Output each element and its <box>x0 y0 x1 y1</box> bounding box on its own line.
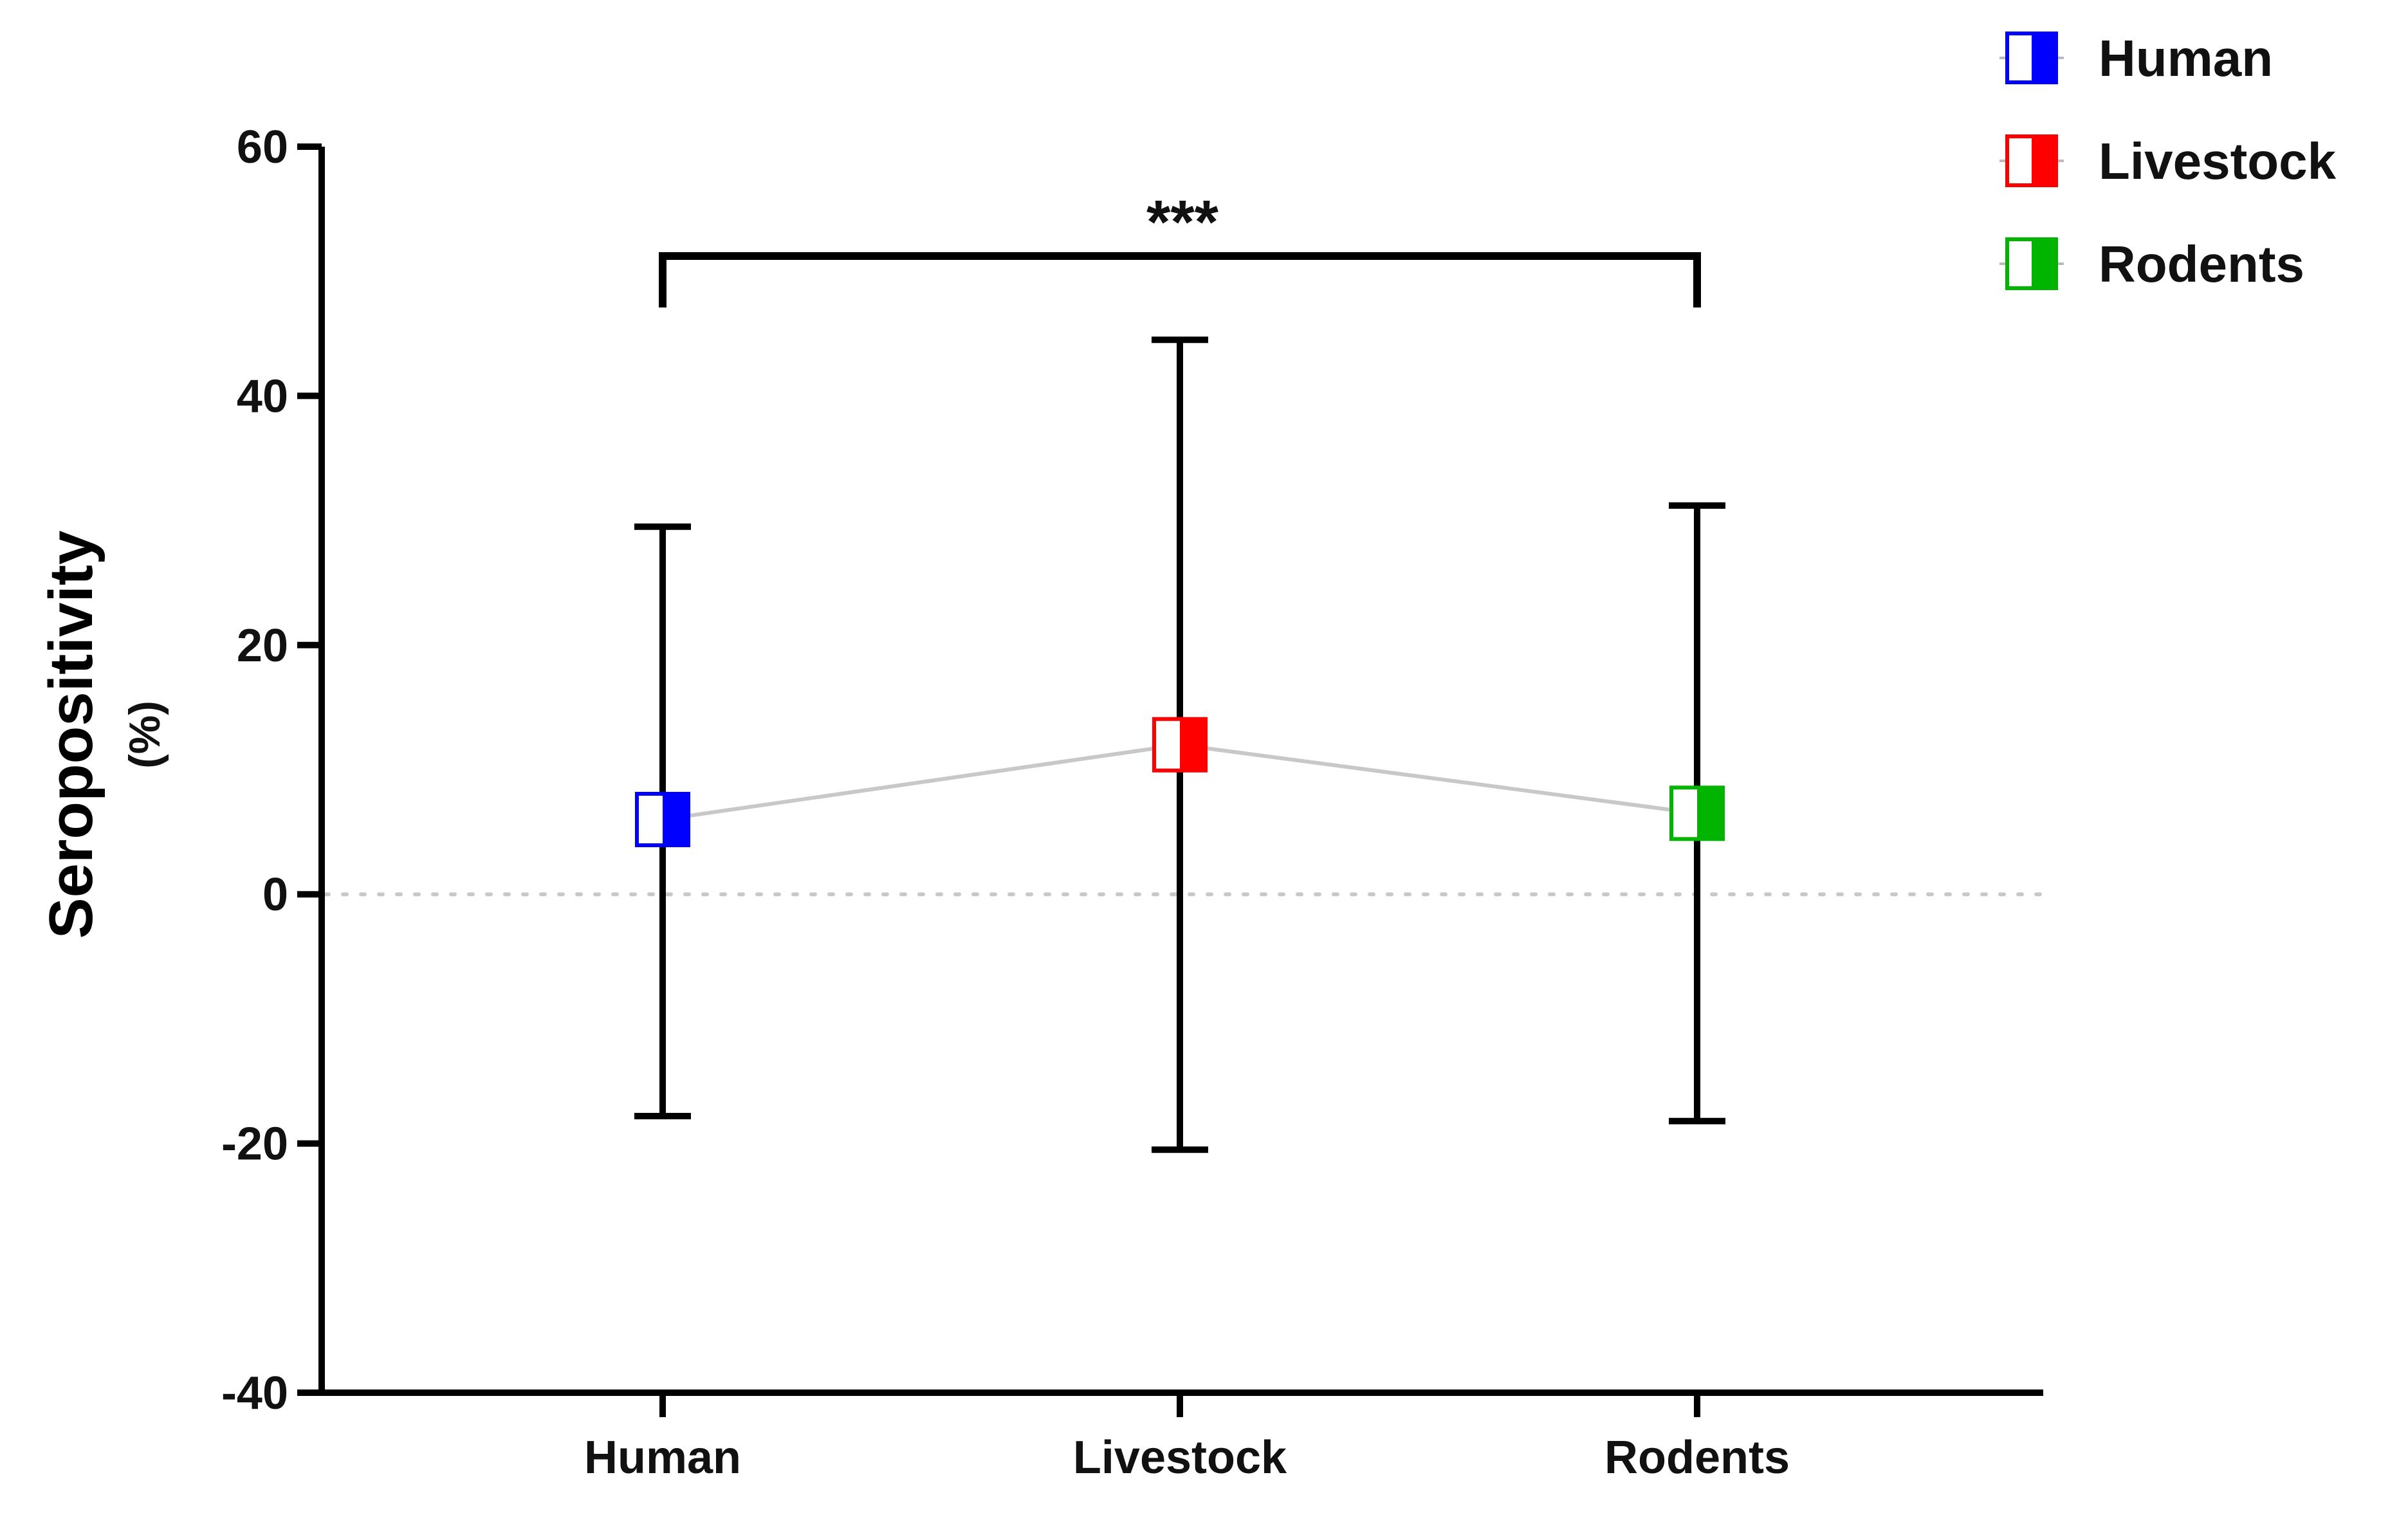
legend-label: Rodents <box>2099 235 2304 293</box>
legend-marker-livestock <box>2005 134 2058 187</box>
significance-bracket <box>659 252 1701 307</box>
legend-label: Livestock <box>2099 133 2337 190</box>
y-tick-label: 60 <box>237 122 288 173</box>
legend-label: Human <box>2099 30 2273 87</box>
significance-label: *** <box>1146 188 1219 257</box>
y-tick-label: 0 <box>262 869 288 921</box>
legend-marker-human <box>2005 32 2058 84</box>
y-tick-label: -40 <box>221 1368 288 1419</box>
marker-fill <box>1180 719 1206 771</box>
y-tick-label: 40 <box>237 371 288 422</box>
marker-fill <box>1697 787 1723 839</box>
legend-marker-rodents <box>2005 237 2058 290</box>
marker-fill <box>663 793 688 845</box>
data-point-human <box>635 791 690 847</box>
data-point-livestock <box>1152 717 1208 773</box>
marker-fill <box>2032 239 2056 288</box>
data-point-rodents <box>1669 785 1725 841</box>
x-tick-label: Livestock <box>1073 1432 1287 1483</box>
marker-fill <box>2032 33 2056 82</box>
marker-fill <box>2032 136 2056 185</box>
x-tick-label: Human <box>584 1432 741 1483</box>
y-tick-label: 20 <box>237 620 288 672</box>
y-axis-title: Seropositivity <box>37 531 106 939</box>
y-tick-label: -20 <box>221 1119 288 1170</box>
x-tick-label: Rodents <box>1604 1432 1790 1483</box>
y-axis-unit: (%) <box>120 701 169 769</box>
